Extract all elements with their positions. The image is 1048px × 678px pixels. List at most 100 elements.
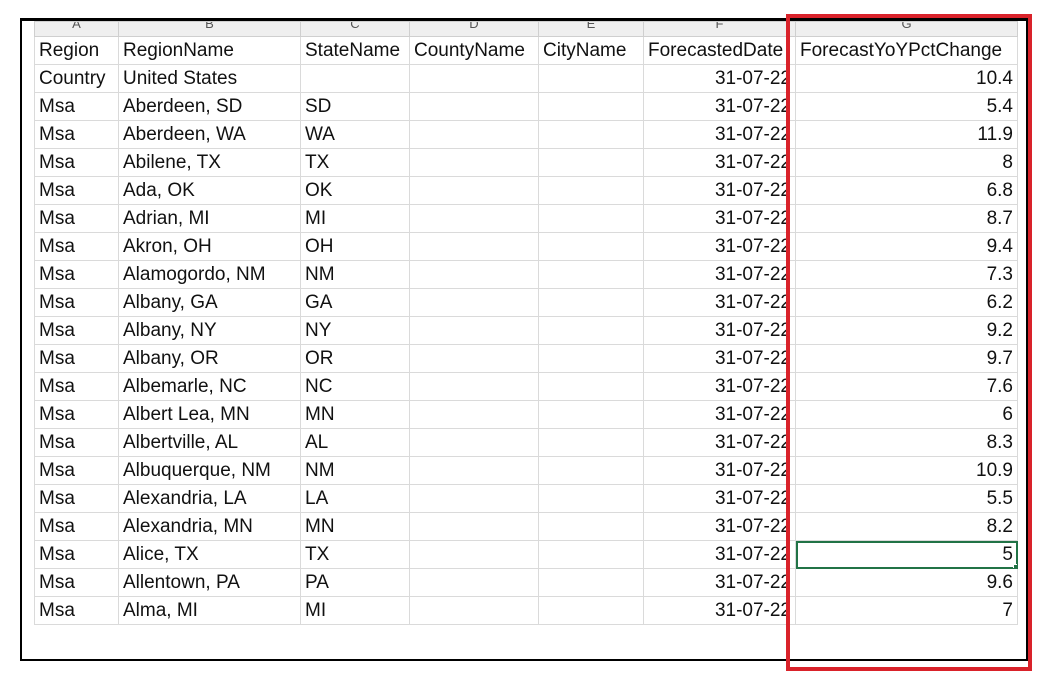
table-cell[interactable]: 31-07-22 bbox=[643, 400, 796, 429]
table-cell[interactable] bbox=[538, 512, 644, 541]
table-cell[interactable]: 31-07-22 bbox=[643, 456, 796, 485]
cell-header[interactable]: CityName bbox=[538, 36, 644, 65]
table-cell[interactable] bbox=[409, 596, 539, 625]
table-cell[interactable]: 31-07-22 bbox=[643, 176, 796, 205]
table-cell[interactable]: Albemarle, NC bbox=[118, 372, 301, 401]
table-cell[interactable]: 31-07-22 bbox=[643, 288, 796, 317]
table-cell[interactable]: 7.3 bbox=[795, 260, 1018, 289]
cell-header[interactable]: RegionName bbox=[118, 36, 301, 65]
table-cell[interactable]: Msa bbox=[34, 148, 119, 177]
table-cell[interactable]: Aberdeen, SD bbox=[118, 92, 301, 121]
table-cell[interactable] bbox=[409, 148, 539, 177]
table-cell[interactable]: OH bbox=[300, 232, 410, 261]
table-cell[interactable] bbox=[538, 344, 644, 373]
table-cell[interactable]: Albany, OR bbox=[118, 344, 301, 373]
table-cell[interactable]: NY bbox=[300, 316, 410, 345]
selected-cell[interactable]: 5 bbox=[795, 540, 1018, 569]
column-header-e[interactable]: E bbox=[538, 21, 644, 37]
table-cell[interactable]: 31-07-22 bbox=[643, 232, 796, 261]
table-cell[interactable] bbox=[538, 288, 644, 317]
table-cell[interactable]: 8.2 bbox=[795, 512, 1018, 541]
table-cell[interactable] bbox=[409, 344, 539, 373]
table-cell[interactable]: NC bbox=[300, 372, 410, 401]
table-cell[interactable]: 11.9 bbox=[795, 120, 1018, 149]
table-cell[interactable]: Alma, MI bbox=[118, 596, 301, 625]
table-cell[interactable]: Albertville, AL bbox=[118, 428, 301, 457]
table-cell[interactable]: Msa bbox=[34, 456, 119, 485]
table-cell[interactable] bbox=[538, 176, 644, 205]
table-cell[interactable]: Msa bbox=[34, 288, 119, 317]
table-cell[interactable]: 31-07-22 bbox=[643, 484, 796, 513]
table-cell[interactable]: AL bbox=[300, 428, 410, 457]
table-cell[interactable]: 10.9 bbox=[795, 456, 1018, 485]
table-cell[interactable]: 31-07-22 bbox=[643, 204, 796, 233]
table-cell[interactable]: MI bbox=[300, 596, 410, 625]
table-cell[interactable] bbox=[409, 512, 539, 541]
table-cell[interactable]: Ada, OK bbox=[118, 176, 301, 205]
table-cell[interactable] bbox=[409, 120, 539, 149]
table-cell[interactable] bbox=[409, 456, 539, 485]
table-cell[interactable]: MN bbox=[300, 400, 410, 429]
table-cell[interactable] bbox=[300, 64, 410, 93]
table-cell[interactable] bbox=[538, 204, 644, 233]
table-cell[interactable]: 31-07-22 bbox=[643, 64, 796, 93]
table-cell[interactable]: Msa bbox=[34, 596, 119, 625]
table-cell[interactable] bbox=[538, 428, 644, 457]
table-cell[interactable] bbox=[538, 64, 644, 93]
table-cell[interactable]: MN bbox=[300, 512, 410, 541]
table-cell[interactable]: Msa bbox=[34, 120, 119, 149]
table-cell[interactable]: 5.5 bbox=[795, 484, 1018, 513]
table-cell[interactable]: 31-07-22 bbox=[643, 148, 796, 177]
table-cell[interactable]: Msa bbox=[34, 316, 119, 345]
table-cell[interactable] bbox=[409, 176, 539, 205]
table-cell[interactable]: WA bbox=[300, 120, 410, 149]
table-cell[interactable]: Country bbox=[34, 64, 119, 93]
table-cell[interactable] bbox=[409, 428, 539, 457]
table-cell[interactable] bbox=[538, 456, 644, 485]
table-cell[interactable]: Msa bbox=[34, 512, 119, 541]
table-cell[interactable]: Msa bbox=[34, 176, 119, 205]
table-cell[interactable] bbox=[409, 260, 539, 289]
table-cell[interactable]: 8.7 bbox=[795, 204, 1018, 233]
table-cell[interactable]: Msa bbox=[34, 484, 119, 513]
table-cell[interactable]: Alamogordo, NM bbox=[118, 260, 301, 289]
cell-header[interactable]: ForecastYoYPctChange bbox=[795, 36, 1018, 65]
table-cell[interactable]: 9.6 bbox=[795, 568, 1018, 597]
table-cell[interactable]: Albany, GA bbox=[118, 288, 301, 317]
table-cell[interactable]: Msa bbox=[34, 428, 119, 457]
table-cell[interactable]: 7 bbox=[795, 596, 1018, 625]
table-cell[interactable] bbox=[538, 316, 644, 345]
table-cell[interactable] bbox=[538, 92, 644, 121]
table-cell[interactable] bbox=[409, 372, 539, 401]
cell-header[interactable]: StateName bbox=[300, 36, 410, 65]
cell-header[interactable]: CountyName bbox=[409, 36, 539, 65]
table-cell[interactable]: NM bbox=[300, 260, 410, 289]
table-cell[interactable]: 31-07-22 bbox=[643, 316, 796, 345]
table-cell[interactable]: 31-07-22 bbox=[643, 596, 796, 625]
table-cell[interactable] bbox=[538, 232, 644, 261]
table-cell[interactable] bbox=[409, 316, 539, 345]
table-cell[interactable]: Alexandria, LA bbox=[118, 484, 301, 513]
table-cell[interactable]: 6.8 bbox=[795, 176, 1018, 205]
table-cell[interactable]: TX bbox=[300, 540, 410, 569]
table-cell[interactable] bbox=[409, 400, 539, 429]
table-cell[interactable] bbox=[538, 596, 644, 625]
table-cell[interactable] bbox=[409, 568, 539, 597]
table-cell[interactable] bbox=[409, 288, 539, 317]
table-cell[interactable]: Msa bbox=[34, 372, 119, 401]
table-cell[interactable]: LA bbox=[300, 484, 410, 513]
table-cell[interactable]: 31-07-22 bbox=[643, 540, 796, 569]
table-cell[interactable]: 8 bbox=[795, 148, 1018, 177]
table-cell[interactable]: Msa bbox=[34, 232, 119, 261]
table-cell[interactable]: 8.3 bbox=[795, 428, 1018, 457]
table-cell[interactable] bbox=[409, 204, 539, 233]
table-cell[interactable]: 31-07-22 bbox=[643, 260, 796, 289]
table-cell[interactable]: GA bbox=[300, 288, 410, 317]
table-cell[interactable] bbox=[409, 64, 539, 93]
table-cell[interactable]: Allentown, PA bbox=[118, 568, 301, 597]
column-header-d[interactable]: D bbox=[409, 21, 539, 37]
table-cell[interactable]: PA bbox=[300, 568, 410, 597]
table-cell[interactable]: 10.4 bbox=[795, 64, 1018, 93]
table-cell[interactable] bbox=[409, 484, 539, 513]
table-cell[interactable]: 31-07-22 bbox=[643, 512, 796, 541]
